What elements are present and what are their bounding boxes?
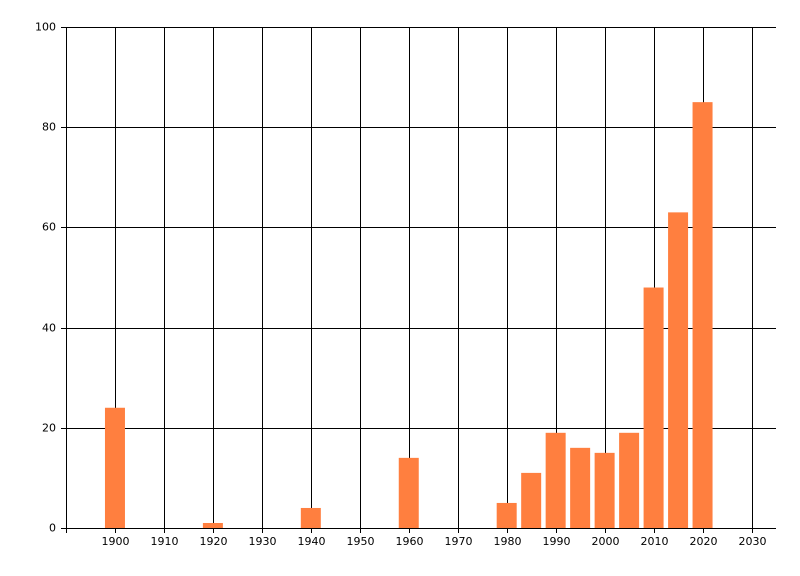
bar (104, 407, 125, 528)
y-tick-label: 100 (35, 21, 56, 34)
y-tick-label: 40 (42, 322, 56, 335)
x-tick-label: 1980 (494, 535, 522, 548)
x-tick-label: 1950 (347, 535, 375, 548)
x-tick-label: 1900 (102, 535, 130, 548)
x-tick-label: 1940 (298, 535, 326, 548)
bar (643, 287, 664, 528)
x-tick-label: 2030 (739, 535, 767, 548)
x-tick-label: 1910 (151, 535, 179, 548)
x-tick-label: 1930 (249, 535, 277, 548)
x-tick-label: 1970 (445, 535, 473, 548)
x-tick-label: 1960 (396, 535, 424, 548)
y-tick-label: 80 (42, 121, 56, 134)
x-tick-label: 2000 (592, 535, 620, 548)
bar (668, 212, 689, 528)
y-tick-label: 0 (49, 522, 56, 535)
bar (496, 502, 517, 528)
y-tick-label: 20 (42, 422, 56, 435)
x-tick-label: 1920 (200, 535, 228, 548)
bar (202, 522, 223, 528)
bar (594, 452, 615, 528)
bar (545, 432, 566, 528)
x-tick-label: 2020 (690, 535, 718, 548)
x-tick-label: 1990 (543, 535, 571, 548)
y-tick-label: 60 (42, 221, 56, 234)
bar (570, 447, 591, 528)
bar (692, 102, 713, 529)
bar (619, 432, 640, 528)
bar (398, 457, 419, 528)
bar (300, 507, 321, 528)
bar (521, 472, 542, 528)
x-tick-label: 2010 (641, 535, 669, 548)
